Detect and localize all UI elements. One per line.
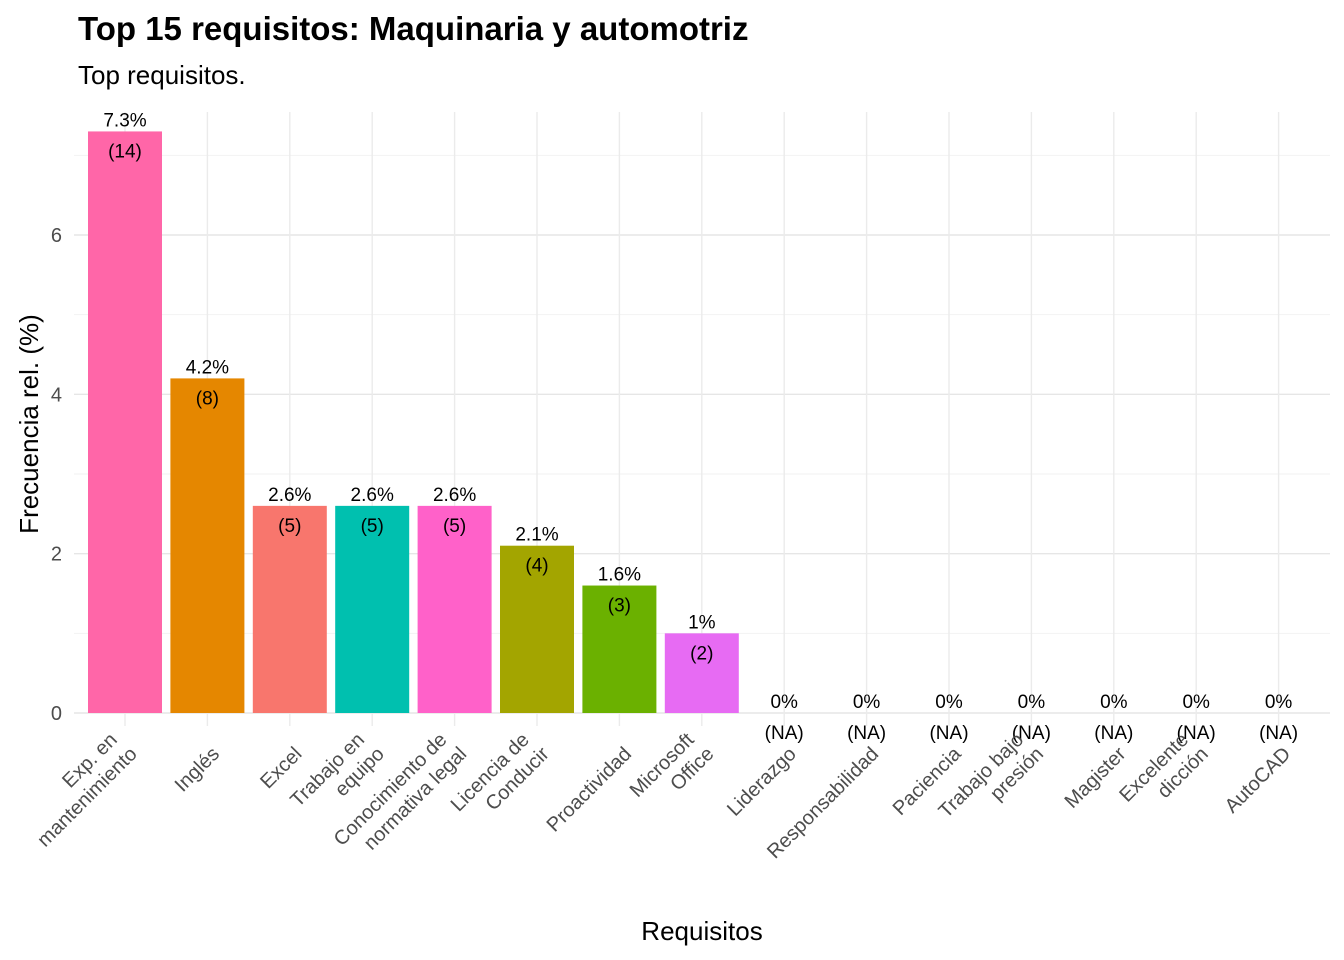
chart-title: Top 15 requisitos: Maquinaria y automotr… (78, 10, 749, 47)
x-tick-label-line: Inglés (171, 743, 224, 796)
count-label: (4) (525, 556, 548, 577)
percent-label: 0% (1018, 692, 1046, 713)
count-label: (14) (108, 141, 142, 162)
percent-label: 0% (770, 692, 798, 713)
x-tick-label: AutoCAD (1221, 743, 1296, 818)
percent-label: 2.6% (433, 485, 476, 506)
count-label: (NA) (1094, 723, 1133, 744)
bars (88, 131, 739, 713)
x-tick-label: Inglés (171, 743, 224, 796)
x-tick-label: Magister (1061, 743, 1131, 813)
percent-label: 7.3% (103, 110, 146, 131)
y-tick-label: 4 (51, 384, 62, 406)
x-tick-label: Liderazgo (723, 743, 801, 821)
percent-label: 0% (1100, 692, 1128, 713)
x-tick-label: Proactividad (543, 743, 636, 836)
percent-label: 1.6% (598, 565, 641, 586)
count-label: (NA) (1259, 723, 1298, 744)
count-label: (NA) (847, 723, 886, 744)
count-label: (5) (361, 516, 384, 537)
x-axis-label: Requisitos (641, 916, 762, 946)
y-tick-label: 6 (51, 225, 62, 247)
count-label: (NA) (1177, 723, 1216, 744)
percent-label: 0% (1265, 692, 1293, 713)
y-tick-labels: 0 2 4 6 (51, 225, 62, 725)
percent-label: 0% (853, 692, 881, 713)
x-tick-label-line: Liderazgo (723, 743, 801, 821)
bar (170, 378, 245, 713)
y-tick-label: 2 (51, 544, 62, 566)
chart-subtitle: Top requisitos. (78, 60, 246, 90)
percent-label: 0% (935, 692, 963, 713)
count-label: (5) (443, 516, 466, 537)
percent-label: 1% (688, 612, 716, 633)
count-label: (NA) (929, 723, 968, 744)
x-tick-label-line: Proactividad (543, 743, 636, 836)
count-label: (NA) (765, 723, 804, 744)
count-label: (2) (690, 643, 713, 664)
percent-label: 2.6% (351, 485, 394, 506)
y-axis-label: Frecuencia rel. (%) (14, 314, 44, 534)
count-label: (5) (278, 516, 301, 537)
y-tick-label: 0 (51, 703, 62, 725)
percent-label: 0% (1182, 692, 1210, 713)
bar (252, 505, 327, 713)
percent-label: 2.6% (268, 485, 311, 506)
bar (500, 545, 574, 713)
bar (335, 505, 410, 713)
count-label: (8) (196, 388, 219, 409)
count-label: (3) (608, 596, 631, 617)
x-tick-label-line: Magister (1061, 743, 1131, 813)
bar (664, 633, 739, 713)
bar (582, 585, 657, 713)
data-labels: 7.3% (14) 4.2% (8) 2.6% (5) 2.6% (5) 2.6% (5) 2.1%… (103, 110, 1298, 744)
count-label: (NA) (1012, 723, 1051, 744)
percent-label: 2.1% (515, 525, 558, 546)
bar (88, 131, 162, 713)
x-tick-label-line: AutoCAD (1221, 743, 1296, 818)
bar (417, 505, 492, 713)
percent-label: 4.2% (186, 357, 229, 378)
